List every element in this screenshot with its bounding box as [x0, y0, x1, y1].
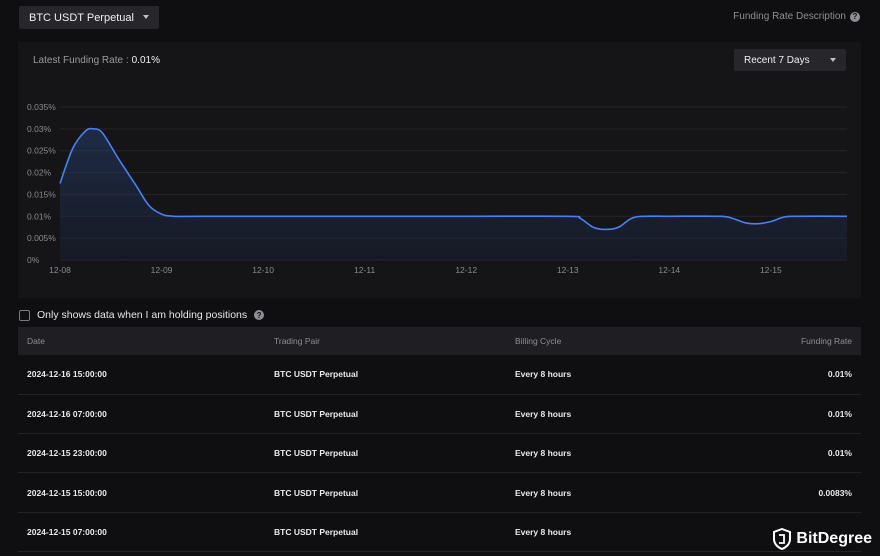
help-icon[interactable]: ?: [254, 310, 265, 320]
table-row: 2024-12-15 07:00:00 BTC USDT Perpetual E…: [18, 512, 861, 552]
cell-date: 2024-12-15 15:00:00: [27, 487, 107, 498]
cell-date: 2024-12-16 07:00:00: [27, 408, 107, 419]
cell-date: 2024-12-15 23:00:00: [27, 448, 107, 459]
cell-billing-cycle: Every 8 hours: [515, 448, 572, 459]
x-tick-label: 12-11: [354, 265, 375, 275]
cell-funding-rate: 0.01%: [827, 448, 852, 459]
cell-billing-cycle: Every 8 hours: [515, 487, 572, 498]
y-tick-label: 0.02%: [27, 168, 52, 178]
x-tick-label: 12-14: [658, 265, 680, 275]
description-link-label: Funding Rate Description: [733, 11, 846, 22]
funding-rate-chart-panel: Latest Funding Rate :0.01% Recent 7 Days…: [18, 42, 861, 298]
column-header-date: Date: [27, 336, 45, 346]
cell-billing-cycle: Every 8 hours: [515, 408, 572, 419]
cell-date: 2024-12-16 15:00:00: [27, 369, 107, 380]
trading-pair-label: BTC USDT Perpetual: [29, 11, 134, 24]
bitdegree-watermark: BitDegree: [773, 528, 872, 550]
x-tick-label: 12-09: [151, 265, 173, 275]
cell-funding-rate: 0.0083%: [818, 487, 852, 498]
chevron-down-icon: [830, 58, 836, 62]
column-header-funding-rate: Funding Rate: [800, 336, 852, 346]
bitdegree-logo-icon: [773, 528, 792, 550]
y-tick-label: 0.015%: [27, 189, 56, 199]
cell-funding-rate: 0.01%: [827, 369, 852, 380]
funding-rate-chart[interactable]: 0% 0.005% 0.01% 0.015% 0.02% 0.025% 0.03% 0.035…: [18, 42, 861, 298]
holding-filter-label: Only shows data when I am holding positi…: [37, 309, 248, 321]
table-row: 2024-12-16 07:00:00 BTC USDT Perpetual E…: [18, 394, 861, 434]
cell-trading-pair: BTC USDT Perpetual: [274, 487, 359, 498]
cell-trading-pair: BTC USDT Perpetual: [274, 369, 359, 380]
trading-pair-dropdown[interactable]: BTC USDT Perpetual: [19, 6, 159, 29]
table-row: 2024-12-15 23:00:00 BTC USDT Perpetual E…: [18, 434, 861, 473]
y-tick-label: 0%: [27, 255, 40, 265]
funding-rate-table: Date Trading Pair Billing Cycle Funding …: [18, 327, 861, 552]
chevron-down-icon: [143, 15, 149, 19]
table-row: 2024-12-15 15:00:00 BTC USDT Perpetual E…: [18, 473, 861, 513]
holding-filter: Only shows data when I am holding positi…: [19, 309, 265, 321]
latest-funding-rate: Latest Funding Rate :0.01%: [33, 55, 160, 66]
cell-funding-rate: 0.01%: [827, 408, 852, 419]
x-tick-label: 12-15: [760, 265, 782, 275]
time-range-label: Recent 7 Days: [744, 54, 810, 66]
cell-date: 2024-12-15 07:00:00: [27, 526, 107, 537]
table-header-row: Date Trading Pair Billing Cycle Funding …: [18, 327, 861, 355]
cell-trading-pair: BTC USDT Perpetual: [274, 448, 359, 459]
funding-rate-description-link[interactable]: Funding Rate Description ?: [733, 11, 860, 22]
latest-rate-value: 0.01%: [131, 55, 160, 66]
time-range-dropdown[interactable]: Recent 7 Days: [734, 49, 846, 71]
y-tick-label: 0.035%: [27, 102, 56, 112]
top-bar: BTC USDT Perpetual Funding Rate Descript…: [0, 0, 880, 36]
y-tick-label: 0.03%: [27, 124, 52, 134]
table-row: 2024-12-16 15:00:00 BTC USDT Perpetual E…: [18, 355, 861, 395]
series-area: [60, 128, 847, 260]
cell-trading-pair: BTC USDT Perpetual: [274, 408, 359, 419]
y-tick-label: 0.025%: [27, 146, 56, 156]
x-tick-label: 12-08: [49, 265, 71, 275]
series-line: [59, 127, 848, 231]
column-header-billing-cycle: Billing Cycle: [515, 336, 562, 346]
holding-positions-checkbox[interactable]: [19, 309, 30, 321]
x-tick-label: 12-13: [557, 265, 579, 275]
column-header-trading-pair: Trading Pair: [274, 336, 320, 346]
x-tick-label: 12-12: [455, 265, 477, 275]
y-tick-label: 0.01%: [27, 211, 52, 221]
cell-billing-cycle: Every 8 hours: [515, 369, 572, 380]
help-icon: ?: [850, 11, 860, 22]
y-tick-label: 0.005%: [27, 233, 56, 243]
cell-billing-cycle: Every 8 hours: [515, 526, 572, 537]
watermark-brand: BitDegree: [796, 530, 872, 547]
x-tick-label: 12-10: [252, 265, 274, 275]
latest-rate-label: Latest Funding Rate :: [33, 55, 129, 66]
cell-trading-pair: BTC USDT Perpetual: [274, 526, 359, 537]
